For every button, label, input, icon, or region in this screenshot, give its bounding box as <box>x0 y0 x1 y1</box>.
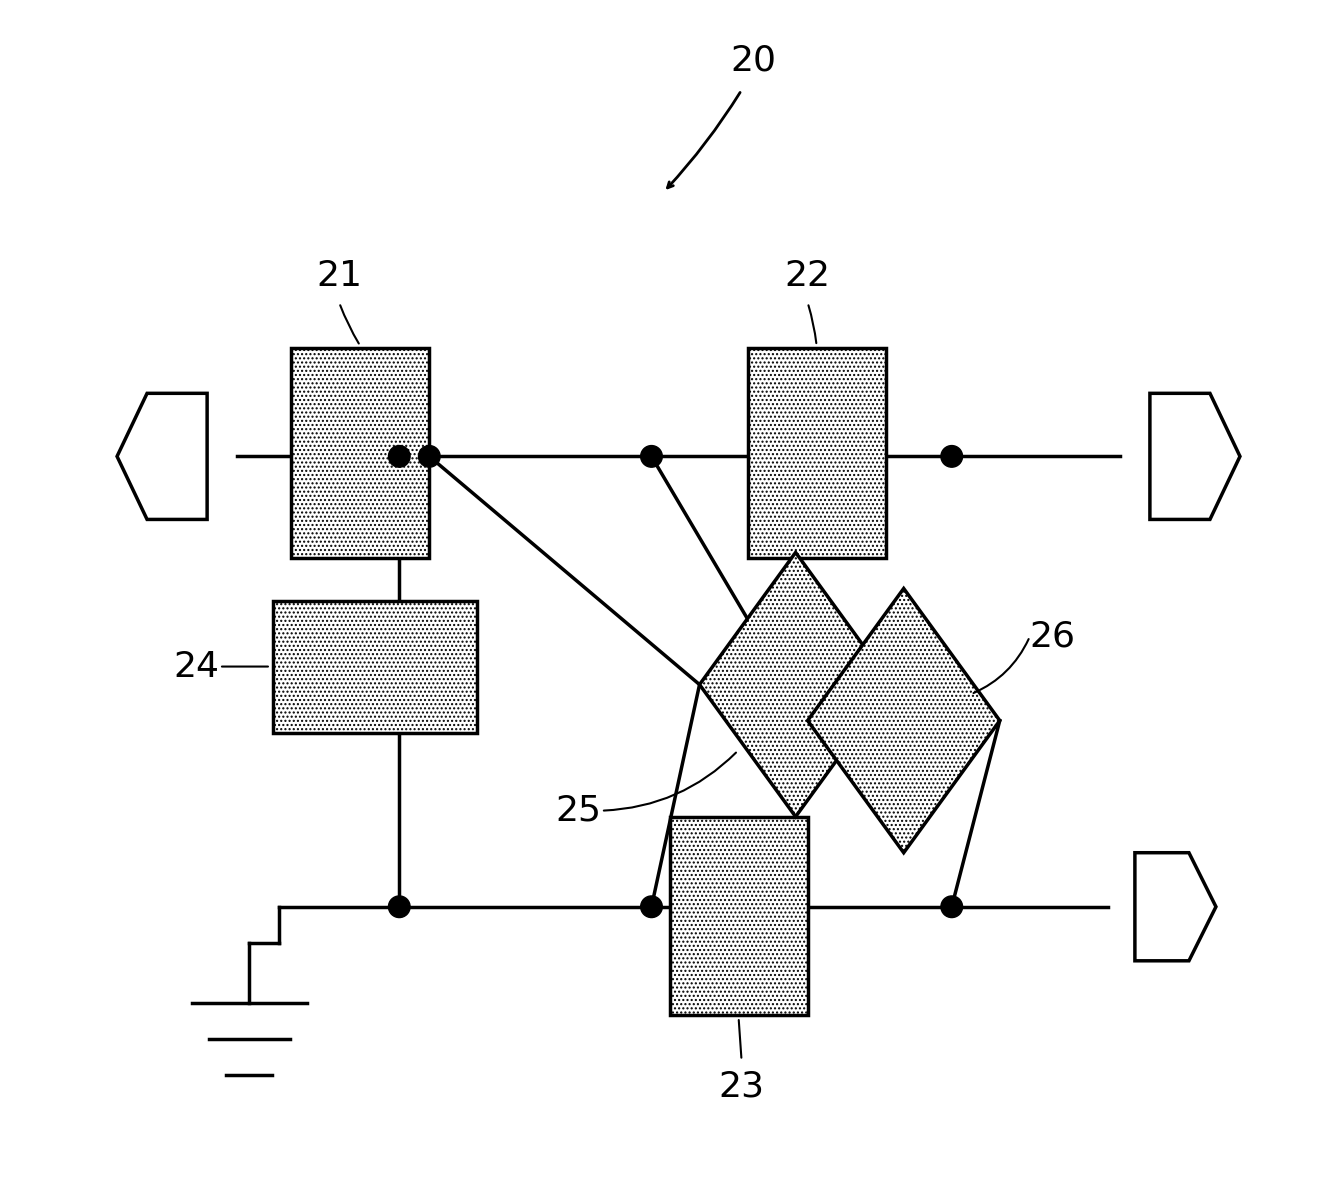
Circle shape <box>418 446 441 467</box>
Bar <box>291 348 430 558</box>
Text: 24: 24 <box>173 650 219 683</box>
Text: 20: 20 <box>731 43 776 77</box>
Circle shape <box>641 896 662 918</box>
Circle shape <box>389 446 410 467</box>
Bar <box>273 600 478 733</box>
Polygon shape <box>808 588 999 853</box>
Text: 25: 25 <box>555 794 601 827</box>
Polygon shape <box>1151 394 1239 520</box>
Circle shape <box>641 446 662 467</box>
Polygon shape <box>117 394 207 520</box>
Bar <box>670 817 808 1015</box>
Circle shape <box>941 446 962 467</box>
Circle shape <box>941 896 962 918</box>
Circle shape <box>389 896 410 918</box>
Polygon shape <box>699 552 892 817</box>
Bar <box>747 348 885 558</box>
Text: 23: 23 <box>718 1070 764 1104</box>
Text: 26: 26 <box>1030 620 1076 653</box>
Text: 21: 21 <box>316 259 362 293</box>
Text: 22: 22 <box>784 259 831 293</box>
Polygon shape <box>1135 853 1216 961</box>
